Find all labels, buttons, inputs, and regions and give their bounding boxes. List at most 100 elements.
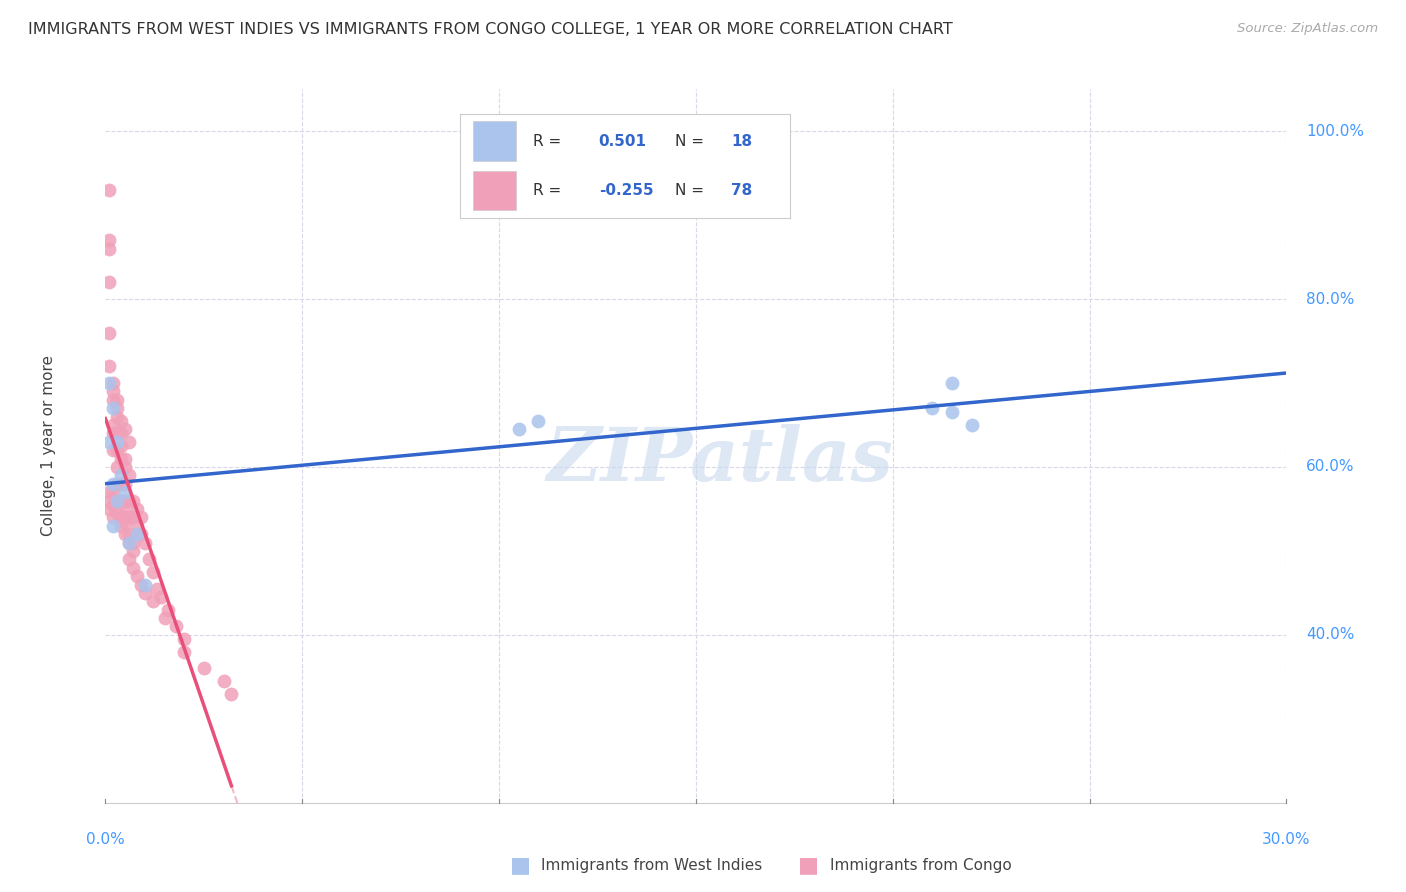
Point: [527, 414, 550, 428]
Text: 60.0%: 60.0%: [1306, 459, 1354, 475]
Point: [114, 460, 136, 475]
Point: [105, 401, 128, 416]
Text: Immigrants from Congo: Immigrants from Congo: [830, 858, 1011, 872]
Point: [114, 485, 136, 500]
Point: [122, 535, 145, 549]
Point: [138, 552, 160, 566]
Point: [110, 510, 132, 524]
Point: [103, 426, 125, 441]
Point: [129, 510, 152, 524]
Text: ■: ■: [510, 855, 530, 875]
Point: [153, 611, 176, 625]
Text: 0.0%: 0.0%: [86, 832, 125, 847]
Point: [110, 476, 132, 491]
Point: [114, 476, 136, 491]
Point: [142, 565, 165, 579]
Point: [960, 417, 983, 432]
Point: [105, 426, 128, 441]
Point: [98, 376, 121, 390]
Point: [941, 376, 963, 390]
Point: [118, 527, 141, 541]
Text: 80.0%: 80.0%: [1306, 292, 1354, 307]
Point: [103, 376, 125, 390]
Point: [212, 674, 235, 689]
Point: [110, 426, 132, 441]
Point: [98, 242, 121, 256]
Point: [118, 510, 141, 524]
Point: [110, 414, 132, 428]
Point: [103, 476, 125, 491]
Point: [508, 422, 530, 436]
Point: [98, 233, 121, 247]
Point: [103, 518, 125, 533]
Point: [98, 434, 121, 449]
Point: [114, 493, 136, 508]
Point: [103, 384, 125, 399]
Point: [114, 515, 136, 529]
Point: [103, 417, 125, 432]
Point: [134, 577, 156, 591]
Point: [118, 535, 141, 549]
Point: [921, 401, 943, 416]
Point: [103, 498, 125, 512]
Point: [125, 527, 148, 541]
Point: [941, 405, 963, 419]
Point: [105, 493, 128, 508]
Point: [103, 392, 125, 407]
Text: 40.0%: 40.0%: [1306, 627, 1354, 642]
Point: [122, 510, 145, 524]
Point: [105, 392, 128, 407]
Point: [105, 443, 128, 458]
Point: [118, 535, 141, 549]
Point: [118, 493, 141, 508]
Point: [110, 451, 132, 466]
Point: [114, 510, 136, 524]
Text: College, 1 year or more: College, 1 year or more: [41, 356, 56, 536]
Text: Immigrants from West Indies: Immigrants from West Indies: [541, 858, 762, 872]
Point: [103, 401, 125, 416]
Point: [114, 527, 136, 541]
Point: [98, 183, 121, 197]
Point: [145, 582, 167, 596]
Point: [165, 619, 187, 633]
Point: [105, 426, 128, 441]
Point: [105, 493, 128, 508]
Point: [114, 422, 136, 436]
Point: [129, 577, 152, 591]
Point: [105, 460, 128, 475]
Point: [105, 434, 128, 449]
Point: [110, 493, 132, 508]
Point: [98, 485, 121, 500]
Point: [125, 569, 148, 583]
Point: [122, 544, 145, 558]
Point: [157, 603, 180, 617]
Text: ■: ■: [799, 855, 818, 875]
Point: [98, 502, 121, 516]
Point: [110, 518, 132, 533]
Point: [122, 560, 145, 574]
Point: [103, 510, 125, 524]
Point: [105, 476, 128, 491]
Point: [110, 468, 132, 483]
Point: [173, 645, 195, 659]
Point: [103, 443, 125, 458]
Point: [142, 594, 165, 608]
Point: [110, 439, 132, 453]
Point: [173, 632, 195, 646]
Text: IMMIGRANTS FROM WEST INDIES VS IMMIGRANTS FROM CONGO COLLEGE, 1 YEAR OR MORE COR: IMMIGRANTS FROM WEST INDIES VS IMMIGRANT…: [28, 22, 953, 37]
Point: [221, 687, 243, 701]
Point: [114, 451, 136, 466]
Point: [125, 518, 148, 533]
Point: [118, 468, 141, 483]
Point: [114, 506, 136, 520]
Point: [134, 535, 156, 549]
Point: [193, 661, 215, 675]
Point: [125, 502, 148, 516]
Point: [105, 506, 128, 520]
Point: [149, 590, 172, 604]
Text: 30.0%: 30.0%: [1263, 832, 1310, 847]
Text: 100.0%: 100.0%: [1306, 124, 1364, 138]
Text: ZIPatlas: ZIPatlas: [546, 424, 893, 497]
Point: [118, 552, 141, 566]
Point: [105, 409, 128, 424]
